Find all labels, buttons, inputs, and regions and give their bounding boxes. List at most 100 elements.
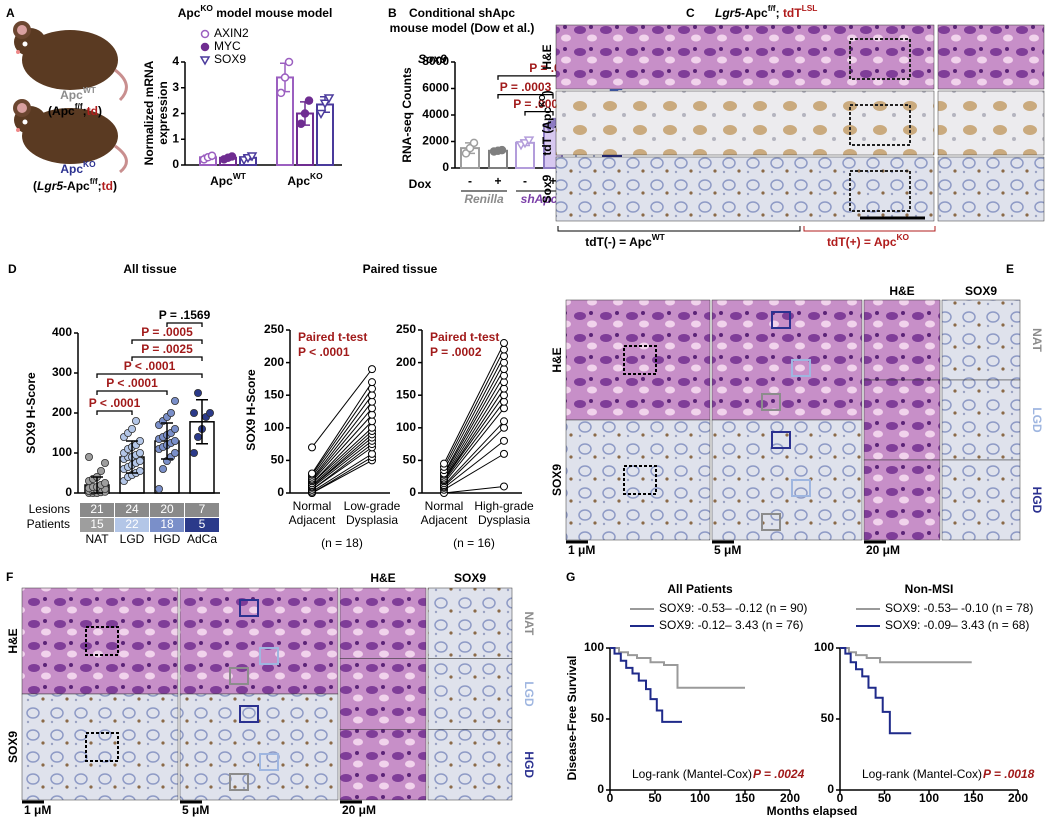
pair-line [311, 420, 373, 484]
row-label-part: Sox9 [540, 174, 554, 203]
annotation-part: tdT(-) = Apc [585, 235, 652, 249]
row-label: H&E [540, 44, 554, 69]
y-tick-label: 50 [591, 711, 605, 725]
panel-title-part: KO [200, 3, 213, 13]
table-cell-text: 15 [90, 517, 104, 531]
data-point [193, 432, 202, 441]
data-point [207, 151, 217, 160]
data-point [101, 478, 110, 487]
panel-title: mouse model (Dow et al.) [390, 21, 535, 35]
region-box [791, 359, 811, 377]
y-axis-label: RNA-seq Counts [400, 67, 414, 163]
annotation: tdT(-) = ApcWT [585, 232, 665, 249]
pair-line [443, 342, 505, 464]
genotype-part: f/f [75, 101, 83, 111]
micrograph [339, 658, 427, 730]
pair-line [443, 394, 505, 481]
y-tick-label: 250 [264, 322, 284, 336]
y-axis-label: Normalized mRNA [142, 60, 156, 165]
pair-line [443, 453, 505, 491]
significance-bracket [524, 110, 554, 116]
genotype-name: ApcKO [60, 159, 96, 176]
significance-bracket [96, 373, 203, 378]
pair-line [443, 381, 505, 479]
significance-bracket [166, 322, 203, 327]
region-box [761, 393, 781, 411]
data-point [440, 459, 448, 468]
region-box [771, 311, 791, 329]
pair-line [443, 401, 505, 482]
data-point [189, 408, 198, 417]
panel-title-part: Apc [178, 6, 201, 20]
panel-title-part: model mouse model [213, 6, 332, 20]
genotype-name-part: WT [83, 85, 97, 95]
significance-bracket [497, 93, 554, 99]
table-cell [115, 518, 149, 532]
x-tick-label: Low-grade [344, 499, 401, 513]
genotype-part: ; [98, 179, 102, 193]
group-label: shApc [521, 192, 558, 206]
dox-sign: + [494, 174, 501, 188]
y-tick-label: 3 [172, 80, 179, 94]
p-value: P = .0002 [513, 97, 565, 111]
legend-label: SOX9: -0.09– 3.43 (n = 68) [885, 618, 1029, 632]
x-tick-label: 50 [648, 791, 662, 805]
y-tick-label: 8000 [422, 54, 449, 68]
legend-label: SOX9 [214, 52, 246, 66]
legend-label: MYC [214, 39, 241, 53]
micrograph [863, 459, 941, 541]
sample-size: (n = 16) [453, 536, 495, 550]
genotype-part: td [87, 104, 98, 118]
y-tick-label: 200 [264, 355, 284, 369]
p-value: P = .0018 [983, 767, 1035, 781]
data-point [368, 384, 376, 393]
legend-marker [200, 42, 210, 52]
y-tick-label: 250 [396, 322, 416, 336]
row-label-part: H&E [540, 44, 554, 69]
data-point [500, 371, 508, 380]
data-point [368, 417, 376, 426]
panel-title-part: -Apc [741, 6, 768, 20]
pair-line [443, 440, 505, 489]
data-point [500, 404, 508, 413]
data-point [205, 408, 214, 417]
x-tick-label: Dysplasia [478, 513, 530, 527]
data-point [131, 416, 140, 425]
side-label: HGD [522, 751, 536, 778]
data-point [500, 449, 508, 458]
table-cell-text: 21 [90, 502, 104, 516]
table-row-label: Patients [27, 517, 70, 531]
chart-title: Non-MSI [905, 582, 954, 596]
panel-label: C [686, 6, 695, 20]
y-tick-label: 0 [442, 160, 449, 174]
data-point [154, 484, 163, 493]
y-tick-label: 2000 [422, 134, 449, 148]
y-tick-label: 0 [172, 157, 179, 171]
x-tick-label: AdCa [187, 532, 217, 546]
y-tick-label: 100 [396, 420, 416, 434]
panel-title-part: f/f [768, 3, 776, 13]
dox-sign: + [549, 174, 556, 188]
annotation-part: WT [652, 232, 666, 242]
group-label-part: Renilla [464, 192, 504, 206]
dox-sign: - [523, 174, 527, 188]
table-cell-text: 5 [199, 517, 206, 531]
region-box [85, 626, 119, 656]
panel-title-part: ; [776, 6, 783, 20]
y-tick-label: 100 [584, 640, 604, 654]
sample-size: (n = 18) [321, 536, 363, 550]
micrograph [555, 24, 935, 90]
pair-line [311, 414, 373, 482]
table-cell [150, 518, 184, 532]
data-point [170, 436, 179, 445]
x-tick-label: Normal [425, 499, 464, 513]
data-point [500, 378, 508, 387]
significance-bracket [96, 410, 133, 415]
micrograph [565, 419, 711, 541]
data-point [304, 96, 314, 105]
legend-marker [200, 29, 210, 39]
micrograph [941, 459, 1021, 541]
data-point [500, 345, 508, 354]
pair-line [311, 401, 373, 479]
region-box [239, 599, 259, 617]
